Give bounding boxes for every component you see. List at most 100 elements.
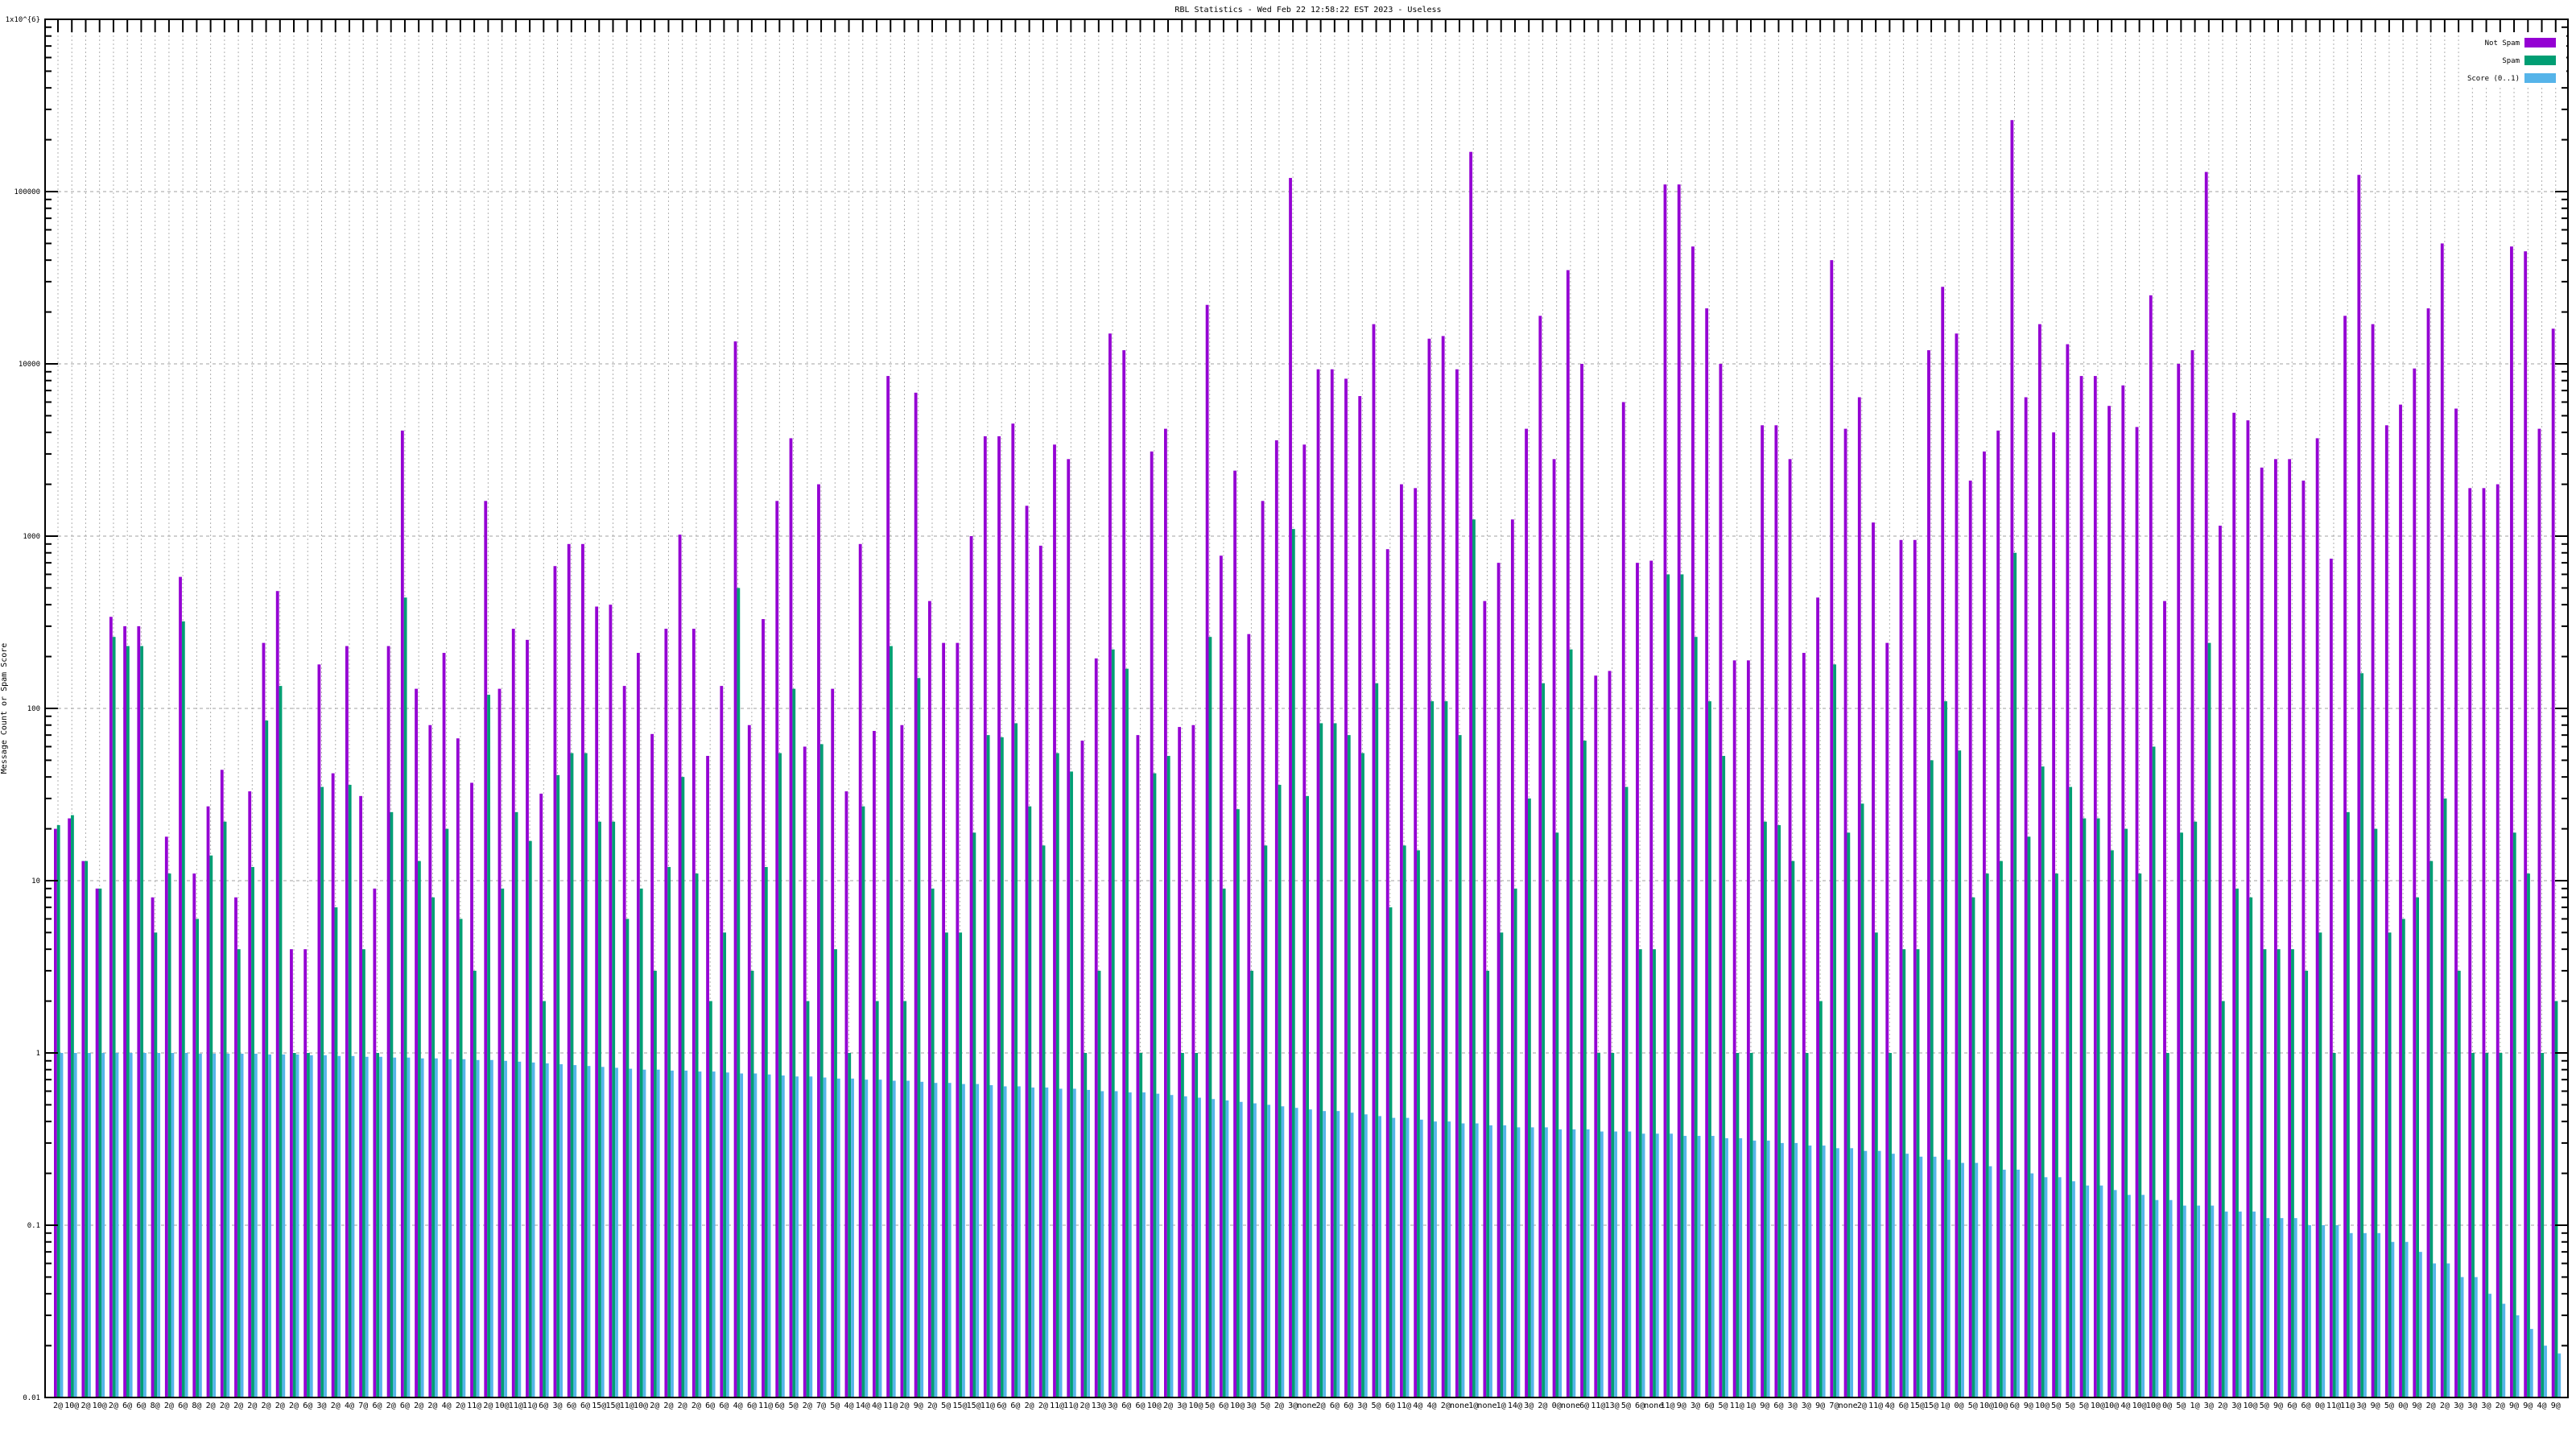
bar-spam bbox=[1153, 773, 1157, 1397]
bar-spam bbox=[1291, 529, 1295, 1397]
bar-spam bbox=[1513, 888, 1517, 1397]
bar-not-spam bbox=[1316, 369, 1320, 1398]
bar-spam bbox=[251, 867, 254, 1397]
x-tick-label: 2@ bbox=[331, 1402, 341, 1410]
x-tick-label: 11@ bbox=[1868, 1402, 1883, 1410]
bar-score bbox=[1641, 1133, 1645, 1397]
bar-not-spam bbox=[1566, 270, 1570, 1397]
bar-spam bbox=[1139, 1053, 1143, 1397]
bar-spam bbox=[1125, 668, 1129, 1397]
bar-not-spam bbox=[1525, 428, 1528, 1397]
bar-score bbox=[476, 1059, 480, 1397]
x-tick-label: 6@ bbox=[1219, 1402, 1228, 1410]
x-tick-label: 6@ bbox=[1899, 1402, 1909, 1410]
bar-not-spam bbox=[858, 543, 862, 1397]
bar-spam bbox=[1500, 932, 1504, 1397]
x-tick-label: 10@ bbox=[2091, 1402, 2105, 1410]
bar-score bbox=[1919, 1156, 1923, 1397]
x-tick-label: 10@ bbox=[2146, 1402, 2161, 1410]
bar-score bbox=[1308, 1109, 1312, 1397]
bar-not-spam bbox=[1136, 735, 1140, 1397]
bar-score bbox=[2155, 1199, 2159, 1397]
bar-not-spam bbox=[997, 436, 1001, 1398]
x-tick-label: 0@ bbox=[2315, 1402, 2325, 1410]
bar-score bbox=[2182, 1205, 2186, 1397]
x-tick-label: 2@ bbox=[1025, 1402, 1034, 1410]
bar-spam bbox=[612, 821, 616, 1397]
chart-title: RBL Statistics - Wed Feb 22 12:58:22 EST… bbox=[1174, 6, 1441, 14]
x-tick-label: none bbox=[1477, 1402, 1496, 1410]
x-tick-label: 11@ bbox=[1730, 1402, 1744, 1410]
bar-spam bbox=[209, 855, 213, 1397]
x-tick-label: 15@ bbox=[967, 1402, 981, 1410]
x-tick-label: 7@ bbox=[1829, 1402, 1839, 1410]
bar-spam bbox=[1944, 701, 1947, 1397]
bar-spam bbox=[390, 811, 394, 1397]
bar-spam bbox=[2471, 1053, 2475, 1397]
x-tick-label: 5@ bbox=[830, 1402, 840, 1410]
bar-not-spam bbox=[1178, 727, 1182, 1397]
bar-spam bbox=[196, 919, 199, 1397]
x-tick-label: 5@ bbox=[1261, 1402, 1270, 1410]
bar-not-spam bbox=[2219, 526, 2222, 1397]
x-tick-label: 2@ bbox=[427, 1402, 437, 1410]
bar-score bbox=[1156, 1093, 1160, 1397]
x-tick-label: 6@ bbox=[2287, 1402, 2297, 1410]
bar-not-spam bbox=[206, 806, 210, 1397]
bar-score bbox=[324, 1055, 327, 1397]
x-tick-label: 10@ bbox=[93, 1402, 107, 1410]
bar-not-spam bbox=[1816, 597, 1819, 1397]
bar-spam bbox=[2124, 828, 2128, 1397]
bar-score bbox=[2002, 1170, 2006, 1397]
bar-score bbox=[2252, 1212, 2256, 1397]
x-tick-label: 15@ bbox=[605, 1402, 620, 1410]
bar-not-spam bbox=[1510, 519, 1514, 1397]
bar-score bbox=[254, 1053, 258, 1397]
y-tick-label: 1x10^{6} bbox=[6, 16, 40, 24]
bar-spam bbox=[2138, 873, 2142, 1397]
bar-not-spam bbox=[1302, 444, 1307, 1398]
bar-spam bbox=[1070, 771, 1073, 1397]
y-tick-label: 10 bbox=[31, 877, 40, 886]
x-tick-label: 2@ bbox=[275, 1402, 285, 1410]
bar-score bbox=[1586, 1129, 1590, 1397]
bar-spam bbox=[1569, 649, 1573, 1397]
bar-spam bbox=[1624, 786, 1629, 1397]
bar-score bbox=[1808, 1146, 1812, 1397]
bar-score bbox=[1752, 1140, 1757, 1397]
x-tick-label: 6@ bbox=[580, 1402, 590, 1410]
bar-not-spam bbox=[484, 501, 488, 1397]
bar-not-spam bbox=[927, 601, 931, 1397]
x-tick-label: 5@ bbox=[2176, 1402, 2186, 1410]
bar-not-spam bbox=[68, 818, 72, 1397]
bar-score bbox=[1794, 1142, 1798, 1397]
x-tick-label: 9@ bbox=[2523, 1402, 2533, 1410]
x-tick-label: 6@ bbox=[997, 1402, 1006, 1410]
bar-not-spam bbox=[1927, 350, 1930, 1398]
bar-score bbox=[1212, 1099, 1216, 1397]
bar-score bbox=[2058, 1177, 2062, 1397]
bar-spam bbox=[223, 821, 227, 1397]
bar-not-spam bbox=[1414, 488, 1418, 1398]
bar-score bbox=[2266, 1218, 2270, 1397]
bar-score bbox=[1558, 1129, 1563, 1397]
bar-score bbox=[2072, 1181, 2075, 1397]
bar-not-spam bbox=[290, 949, 293, 1397]
bar-not-spam bbox=[2301, 481, 2306, 1397]
x-tick-label: 7@ bbox=[816, 1402, 826, 1410]
bar-score bbox=[1253, 1103, 1257, 1397]
bar-spam bbox=[473, 970, 477, 1397]
bar-not-spam bbox=[1358, 396, 1362, 1398]
bar-score bbox=[615, 1067, 618, 1397]
bar-spam bbox=[1818, 1001, 1823, 1397]
bar-not-spam bbox=[262, 642, 266, 1397]
bar-not-spam bbox=[1191, 724, 1195, 1397]
bar-not-spam bbox=[1885, 642, 1889, 1397]
bar-spam bbox=[1555, 832, 1559, 1397]
bar-not-spam bbox=[2246, 420, 2250, 1397]
bar-score bbox=[2224, 1212, 2228, 1397]
bar-score bbox=[836, 1078, 840, 1397]
bar-score bbox=[1045, 1087, 1049, 1397]
bar-score bbox=[226, 1053, 230, 1397]
x-tick-label: 6@ bbox=[705, 1402, 715, 1410]
